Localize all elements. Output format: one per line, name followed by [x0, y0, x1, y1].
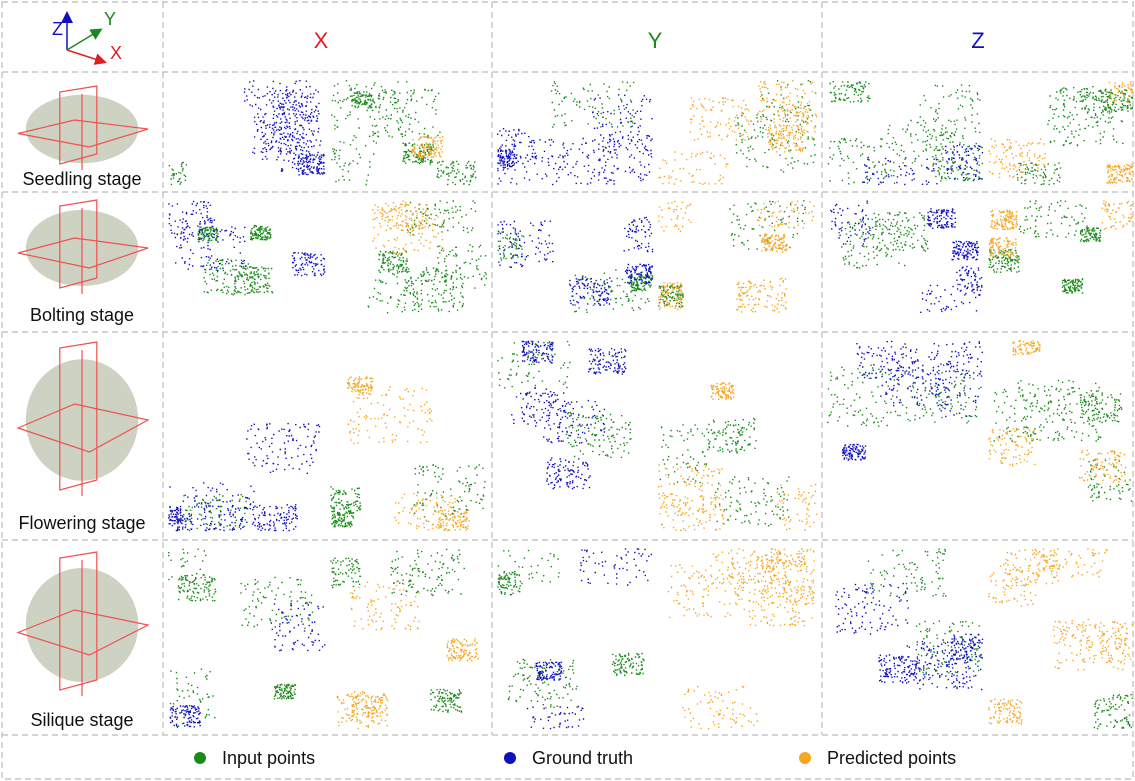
- legend-label: Predicted points: [827, 748, 956, 768]
- point-cloud-input: [168, 549, 313, 728]
- column-header: Y: [648, 28, 663, 53]
- y-label: Y: [104, 9, 116, 29]
- point-cloud-output: [659, 80, 818, 185]
- point-cloud-input: [498, 231, 654, 314]
- point-cloud-output: [988, 548, 1133, 725]
- row-label: Flowering stage: [18, 513, 145, 533]
- legend-label: Input points: [222, 748, 315, 768]
- x-arrow: [67, 50, 104, 62]
- point-cloud-output: [168, 201, 325, 276]
- y-arrow: [67, 30, 100, 50]
- legend: Input points Ground truth Predicted poin…: [194, 748, 956, 768]
- figure: Z Y X X Y Z Seedling stage Bolting stage…: [0, 0, 1135, 781]
- point-cloud-output: [658, 382, 817, 531]
- figure-canvas: Z Y X X Y Z Seedling stage Bolting stage…: [0, 0, 1135, 781]
- point-cloud-output: [988, 340, 1126, 483]
- point-cloud-output: [830, 201, 982, 314]
- x-label: X: [110, 43, 122, 63]
- point-cloud-input: [331, 80, 476, 185]
- point-cloud-output: [337, 581, 479, 729]
- legend-marker: [194, 752, 206, 764]
- point-cloud-output: [835, 583, 983, 690]
- point-cloud-input: [551, 81, 634, 128]
- point-cloud-input: [827, 365, 982, 427]
- row-label: Silique stage: [30, 710, 133, 730]
- point-cloud-output: [244, 80, 325, 176]
- point-cloud-input: [735, 80, 816, 173]
- legend-marker: [799, 752, 811, 764]
- point-cloud-input: [988, 200, 1101, 293]
- point-cloud-output: [497, 217, 653, 306]
- column-header: X: [314, 28, 329, 53]
- point-cloud-output: [658, 201, 815, 313]
- point-cloud-output: [511, 341, 626, 490]
- point-cloud-output: [842, 341, 983, 461]
- point-cloud-input: [1094, 694, 1133, 729]
- column-header: Z: [971, 28, 984, 53]
- row-label: Seedling stage: [22, 169, 141, 189]
- z-label: Z: [52, 19, 63, 39]
- point-cloud-input: [183, 494, 247, 531]
- point-cloud-input: [497, 550, 644, 709]
- point-cloud-input: [330, 464, 485, 527]
- row-label: Bolting stage: [30, 305, 134, 325]
- point-cloud-input: [868, 549, 982, 674]
- point-cloud-output: [989, 200, 1133, 257]
- point-cloud-output: [497, 94, 653, 185]
- point-cloud-input: [839, 212, 929, 269]
- point-cloud-output: [347, 376, 470, 531]
- legend-marker: [504, 752, 516, 764]
- point-cloud-input: [497, 341, 631, 458]
- point-cloud-output: [372, 201, 444, 255]
- point-cloud-input: [169, 162, 187, 185]
- legend-label: Ground truth: [532, 748, 633, 768]
- point-cloud-output: [668, 548, 815, 729]
- axes-icon: Z Y X: [52, 9, 122, 63]
- point-cloud-output: [168, 423, 320, 531]
- point-cloud-input: [330, 549, 465, 713]
- point-cloud-output: [527, 548, 652, 729]
- point-cloud-input: [994, 380, 1133, 502]
